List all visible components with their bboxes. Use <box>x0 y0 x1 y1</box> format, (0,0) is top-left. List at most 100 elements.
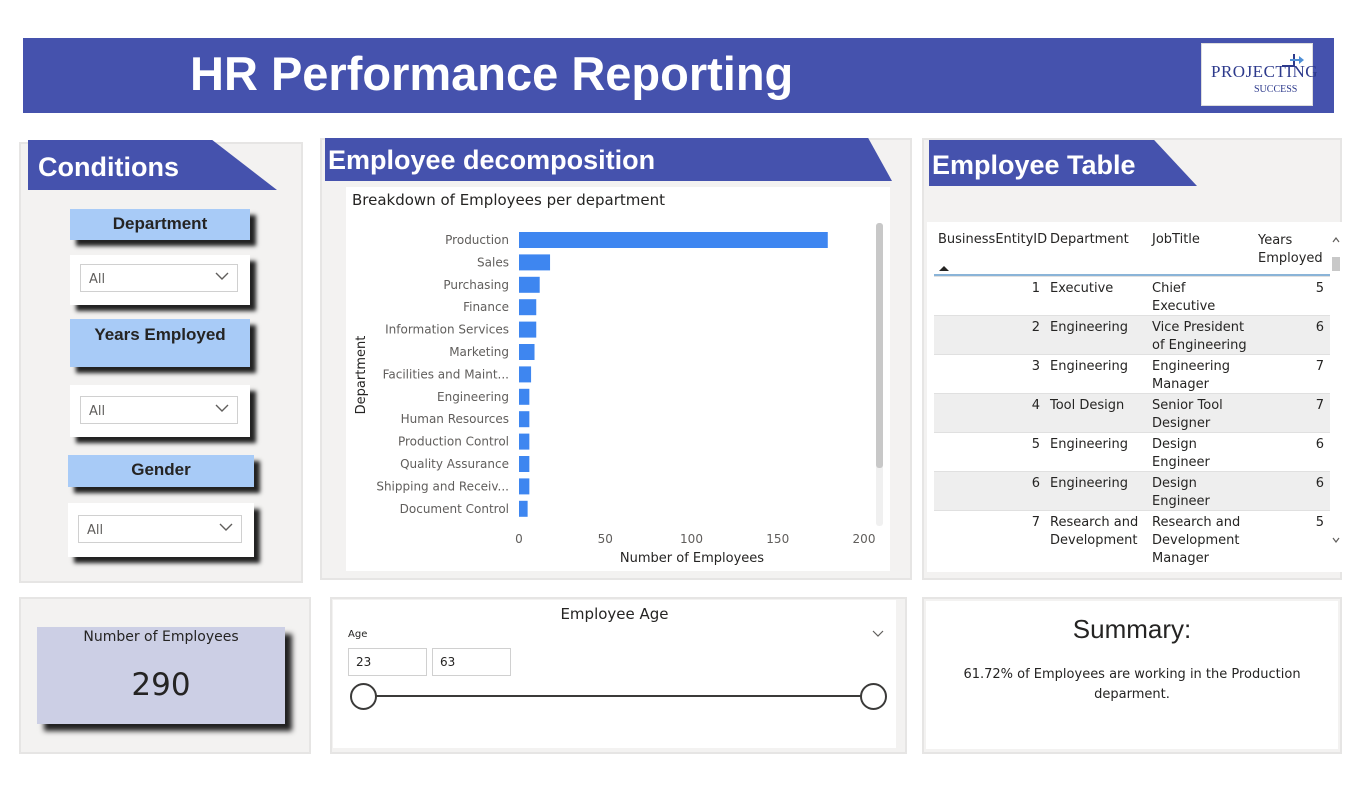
column-header-businessentityid[interactable]: BusinessEntityID <box>938 232 1048 247</box>
department-dropdown-value: All <box>89 272 106 287</box>
cell-department: Engineering <box>1050 437 1128 452</box>
bar-purchasing[interactable] <box>519 276 540 293</box>
chevron-down-icon[interactable] <box>872 630 884 638</box>
cell-department: Research and Development <box>1050 515 1139 548</box>
cell-jobtitle: Senior Tool Designer <box>1152 398 1223 431</box>
cell-jobtitle: Vice President of Engineering <box>1152 320 1247 353</box>
column-header-department[interactable]: Department <box>1050 232 1129 247</box>
bar-shipping-and-receiv[interactable] <box>519 478 530 495</box>
age-slider-max-handle[interactable] <box>860 683 887 710</box>
bar-information-services[interactable] <box>519 321 537 338</box>
age-slider-track[interactable] <box>363 695 873 697</box>
conditions-title: Conditions <box>38 152 179 182</box>
column-header-years-employed[interactable]: Years Employed <box>1258 233 1323 266</box>
employee-count-value: 290 <box>131 667 191 703</box>
x-tick-label: 150 <box>766 532 789 546</box>
cell-years-employed: 6 <box>1315 476 1324 491</box>
age-min-input[interactable]: 23 <box>348 648 427 676</box>
cell-businessentityid: 4 <box>1031 398 1040 413</box>
gender-dropdown[interactable]: All <box>78 515 242 543</box>
logo-text-sub: SUCCESS <box>1254 84 1298 95</box>
x-axis-label: Number of Employees <box>620 551 764 566</box>
department-dropdown[interactable]: All <box>80 264 238 292</box>
bar-quality-assurance[interactable] <box>519 456 530 472</box>
category-label: Facilities and Maint... <box>383 367 509 381</box>
cell-years-employed: 6 <box>1315 320 1324 335</box>
bar-document-control[interactable] <box>519 500 528 517</box>
table-row[interactable]: 5 Engineering Design Engineer 6 <box>934 432 1330 471</box>
x-tick-label: 50 <box>598 532 613 546</box>
age-max-input[interactable]: 63 <box>432 648 511 676</box>
summary-text: 61.72% of Employees are working in the P… <box>963 667 1301 702</box>
chart-title: Breakdown of Employees per department <box>352 191 666 209</box>
bar-engineering[interactable] <box>519 388 530 405</box>
scroll-down-icon[interactable] <box>1332 537 1340 543</box>
age-slicer-title: Employee Age <box>560 605 669 623</box>
bar-sales[interactable] <box>519 254 551 271</box>
years-employed-dropdown[interactable]: All <box>80 396 238 424</box>
cell-jobtitle: Design Engineer <box>1152 437 1210 470</box>
cell-businessentityid: 1 <box>1031 281 1040 296</box>
cell-department: Engineering <box>1050 476 1128 491</box>
decomposition-banner: Employee decomposition <box>325 138 892 181</box>
table-row[interactable]: 2 Engineering Vice President of Engineerin… <box>934 315 1330 354</box>
summary-card <box>926 601 1338 749</box>
company-logo: PROJECTING SUCCESS <box>1201 43 1318 106</box>
gender-filter-label: Gender <box>68 455 254 487</box>
cell-years-employed: 5 <box>1315 281 1324 296</box>
category-label: Quality Assurance <box>400 457 509 471</box>
table-scrollbar-thumb[interactable] <box>1332 257 1340 271</box>
bar-production[interactable] <box>519 232 828 248</box>
gender-dropdown-value: All <box>87 523 104 538</box>
table-scrollbar[interactable] <box>1330 232 1342 552</box>
x-tick-label: 0 <box>515 532 523 546</box>
years-employed-filter: All <box>70 385 250 437</box>
employee-count-card <box>37 627 285 724</box>
x-tick-label: 100 <box>680 532 703 546</box>
summary-title: Summary: <box>1072 614 1192 644</box>
cell-years-employed: 7 <box>1315 398 1324 413</box>
category-label: Marketing <box>449 345 509 359</box>
scroll-up-icon[interactable] <box>1332 237 1340 243</box>
bar-marketing[interactable] <box>519 344 535 360</box>
cell-department: Executive <box>1050 281 1114 296</box>
bar-facilities-and-maint[interactable] <box>519 366 532 383</box>
cell-years-employed: 5 <box>1315 515 1324 530</box>
employee-count-label: Number of Employees <box>83 629 239 645</box>
category-label: Engineering <box>437 390 509 404</box>
chevron-down-icon <box>215 272 229 280</box>
years-employed-filter-label: Years Employed <box>70 319 250 367</box>
chevron-down-icon <box>215 404 229 412</box>
bar-finance[interactable] <box>519 299 537 316</box>
bar-human-resources[interactable] <box>519 411 530 428</box>
table-row[interactable]: 7 Research and Development Research and De… <box>934 510 1330 572</box>
bar-production-control[interactable] <box>519 433 530 450</box>
employee-table-title: Employee Table <box>932 150 1136 180</box>
cell-jobtitle: Engineering Manager <box>1152 359 1230 392</box>
table-row[interactable]: 6 Engineering Design Engineer 6 <box>934 471 1330 510</box>
cell-jobtitle: Design Engineer <box>1152 476 1210 509</box>
department-bar-chart: Production Sales Purchasing Finance Informat… <box>354 223 883 566</box>
chevron-down-icon <box>219 523 233 531</box>
age-slider-min-handle[interactable] <box>350 683 377 710</box>
cell-businessentityid: 5 <box>1031 437 1040 452</box>
category-label: Production Control <box>398 435 509 449</box>
table-row[interactable]: 4 Tool Design Senior Tool Designer 7 <box>934 393 1330 432</box>
cell-jobtitle: Research and Development Manager <box>1152 515 1241 566</box>
column-header-jobtitle[interactable]: JobTitle <box>1152 232 1200 247</box>
sort-ascending-icon[interactable] <box>938 264 950 272</box>
age-label: Age <box>348 629 368 640</box>
category-label: Information Services <box>385 323 509 337</box>
category-label: Purchasing <box>443 278 509 292</box>
cell-years-employed: 7 <box>1315 359 1324 374</box>
cell-years-employed: 6 <box>1315 437 1324 452</box>
category-label: Finance <box>463 300 509 314</box>
chart-container <box>346 187 890 571</box>
cell-department: Engineering <box>1050 320 1128 335</box>
cell-businessentityid: 7 <box>1031 515 1040 530</box>
department-filter: All <box>70 255 250 305</box>
x-tick-label: 200 <box>853 532 876 546</box>
chart-scrollbar-thumb[interactable] <box>876 223 883 468</box>
table-row[interactable]: 3 Engineering Engineering Manager 7 <box>934 354 1330 393</box>
